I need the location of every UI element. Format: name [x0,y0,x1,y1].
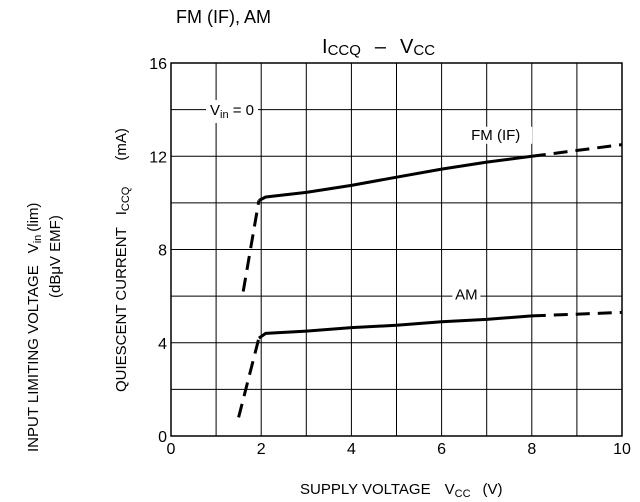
x-tick-label: 6 [437,441,446,458]
x-tick-label: 8 [527,441,536,458]
series-line-fm-if-dashed [241,200,261,292]
title-vcc-sub: CC [413,42,435,59]
y-tick-label: 8 [158,243,167,260]
title-iccq: I [322,36,328,58]
series-lines [237,143,623,418]
title-vcc: V [400,36,414,58]
chart-title: ICCQ – VCC [322,36,435,59]
x-tick-label: 2 [257,441,266,458]
series-labels: FM (IF) AM [452,126,533,304]
series-line-fm-if-dashed [531,143,623,158]
y-axis-label-outer-unit: (dBμV EMF) [47,215,64,298]
series-label: AM [455,286,478,303]
series-line-am-dashed [531,310,623,318]
x-tick-labels: 0 2 4 6 8 10 [167,441,631,458]
y-tick-label: 4 [158,336,167,353]
condition-label: Vin = 0 [210,102,254,121]
series-line-am-dashed [237,337,261,418]
series-label: FM (IF) [471,127,520,144]
series-label-backing [452,286,481,304]
title-dash: – [375,36,387,58]
y-axis-label-inner: QUIESCENT CURRENTICCQ(mA) [113,128,132,392]
plot-frame [170,62,623,437]
y-tick-label: 12 [149,149,167,166]
series-line-fm-if-solid [258,154,532,202]
title-iccq-sub: CCQ [328,42,361,59]
series-label-backing [459,126,533,144]
y-tick-label: 16 [149,56,167,73]
x-tick-label: 4 [347,441,356,458]
x-axis-label: SUPPLY VOLTAGE VCC (V) [300,481,503,500]
y-tick-label: 0 [158,429,167,446]
y-axis-label-outer: INPUT LIMITING VOLTAGEVin(lim) [25,203,44,452]
x-tick-label: 0 [167,441,176,458]
x-tick-label: 10 [613,441,631,458]
grid [171,63,622,436]
series-line-am-solid [258,314,532,340]
chart-mode-label: FM (IF), AM [176,7,271,27]
condition-label-backing [206,100,259,123]
y-tick-labels: 0 4 8 12 16 [149,56,167,446]
